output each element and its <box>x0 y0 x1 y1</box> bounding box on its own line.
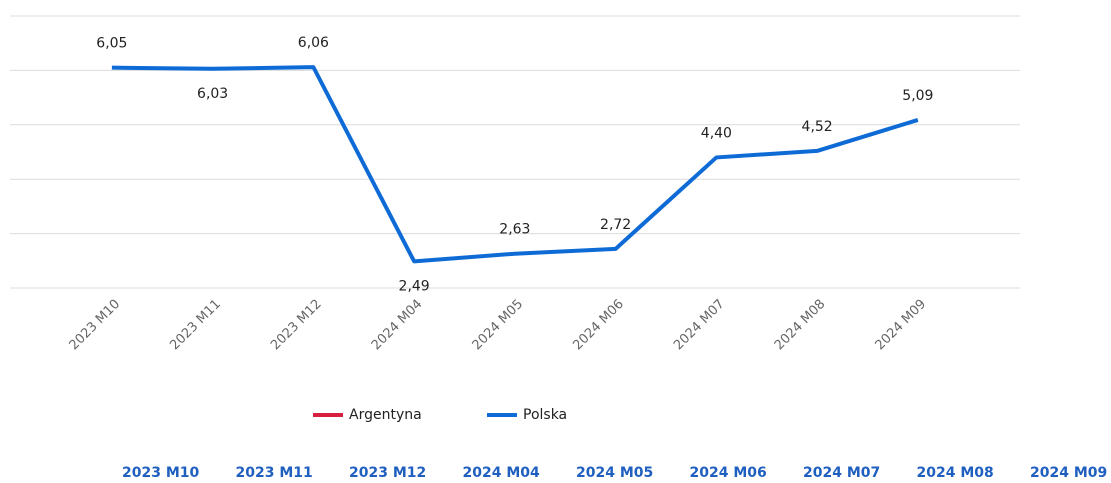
table-header-cell: 2024 M08 <box>917 465 994 481</box>
x-tick-label: 2023 M12 <box>268 297 325 354</box>
table-header-cell: 2024 M05 <box>576 465 653 481</box>
table-header-cell: 2024 M04 <box>463 465 541 481</box>
data-label: 2,63 <box>499 222 530 238</box>
table-header-cell: 2023 M11 <box>236 465 313 481</box>
x-tick-label: 2023 M10 <box>67 297 124 354</box>
data-label: 2,72 <box>600 217 631 233</box>
x-tick-label: 2024 M06 <box>570 297 627 354</box>
data-label: 6,03 <box>197 86 228 102</box>
x-tick-label: 2024 M05 <box>470 297 527 354</box>
legend-label: Argentyna <box>349 407 422 423</box>
table-header-cell: 2024 M09 <box>1030 465 1107 481</box>
data-label: 6,06 <box>298 35 329 51</box>
x-tick-label: 2023 M11 <box>167 297 224 354</box>
x-tick-label: 2024 M08 <box>772 297 829 354</box>
table-header-cell: 2023 M12 <box>349 465 426 481</box>
table-header-cell: 2024 M07 <box>803 465 880 481</box>
legend-label: Polska <box>523 407 567 423</box>
x-tick-label: 2024 M04 <box>369 297 426 354</box>
x-tick-label: 2024 M09 <box>873 297 930 354</box>
data-label: 2,49 <box>399 278 430 294</box>
data-label: 4,40 <box>701 125 732 141</box>
line-series <box>111 65 919 264</box>
table-header-cell: 2023 M10 <box>122 465 200 481</box>
data-label: 6,05 <box>96 36 127 52</box>
table-header-cell: 2024 M06 <box>690 465 767 481</box>
data-label: 4,52 <box>802 119 833 135</box>
data-label: 5,09 <box>902 88 933 104</box>
x-tick-label: 2024 M07 <box>671 297 728 354</box>
